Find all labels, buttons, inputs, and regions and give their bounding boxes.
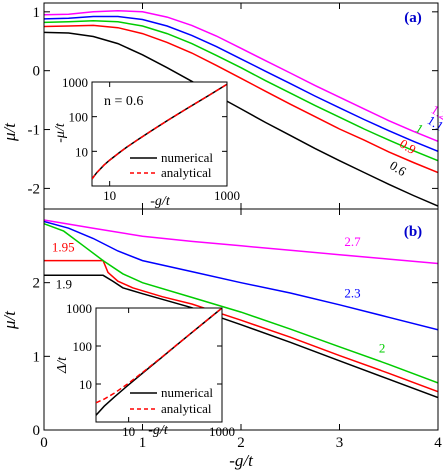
panel-a-series-0-6 xyxy=(44,31,438,207)
inset-b: 10 100 1000 10 1000 Δ/t -g/t numerical analy… xyxy=(55,301,235,439)
panel-b-series-2-3 xyxy=(44,220,438,331)
panel-b-curve-label-2-7: 2.7 xyxy=(344,234,361,249)
panel-b-y-tick-label: 0 xyxy=(33,423,41,439)
panel-a-label: (a) xyxy=(404,10,422,26)
panel-b-x-tick-label: 3 xyxy=(336,435,344,451)
panel-a-series-1-1 xyxy=(44,15,438,152)
inset-b-ticks: 10 100 1000 10 1000 xyxy=(66,301,235,439)
inset-a-legend-numerical: numerical xyxy=(161,150,213,165)
panel-a-curves xyxy=(44,9,438,207)
inset-a-legend-analytical: analytical xyxy=(161,165,212,180)
inset-b-curves xyxy=(96,308,222,416)
panel-a-y-tick-label: 1 xyxy=(33,5,41,21)
panel-b-x-tick-label: 1 xyxy=(139,435,147,451)
panel-b-label: (b) xyxy=(404,224,422,240)
panel-b-curve-labels: 1.95 1.9 2 2.3 2.7 xyxy=(52,234,386,356)
inset-a-y-tick-label: 100 xyxy=(69,110,89,125)
inset-b-x-tick-label: 1000 xyxy=(209,424,235,439)
panel-b-x-axis-label: -g/t xyxy=(229,451,254,470)
inset-a-series-analytical xyxy=(92,83,227,180)
inset-b-y-tick-label: 10 xyxy=(79,377,92,392)
panel-b-series-1-9 xyxy=(44,274,438,399)
panel-b-curve-label-1-9: 1.9 xyxy=(56,277,72,292)
panel-a-series-1 xyxy=(44,19,438,162)
panel-b-series-2-7 xyxy=(44,219,438,265)
inset-a-ticks: 10 100 1000 10 1000 xyxy=(62,75,240,203)
inset-a-x-tick-label: 10 xyxy=(103,188,116,203)
panel-a-series-0-9 xyxy=(44,24,438,174)
inset-b-series-analytical xyxy=(96,308,222,404)
panel-a-y-tick-label: -2 xyxy=(28,181,41,197)
panel-a-y-tick-label: 0 xyxy=(33,64,41,80)
inset-a-x-tick-label: 1000 xyxy=(214,188,240,203)
inset-a-y-axis-label: -μ/t xyxy=(53,122,68,143)
panel-b-frame xyxy=(43,208,439,431)
panel-b-x-tick-label: 0 xyxy=(40,435,48,451)
panel-b-curve-label-2-3: 2.3 xyxy=(344,285,360,300)
inset-a-x-axis-label: -g/t xyxy=(150,194,171,209)
inset-b-y-tick-label: 100 xyxy=(73,339,93,354)
inset-a-curves xyxy=(92,83,227,180)
inset-a: 10 100 1000 10 1000 n = 0.6 -μ/t -g/t numeri… xyxy=(53,75,240,209)
panel-b: 1.95 1.9 2 2.3 2.7 0 1 2 0 1 2 3 4 (b) μ/t -g/t xyxy=(0,208,442,470)
inset-b-y-axis-label: Δ/t xyxy=(55,356,70,374)
inset-b-y-tick-label: 1000 xyxy=(66,301,92,316)
panel-a-curve-label-0-9: 0.9 xyxy=(397,136,419,157)
panel-a: 0.60.911.11.2 -2-101 (a) μ/t xyxy=(0,2,443,210)
panel-b-series-2 xyxy=(44,222,438,384)
inset-a-frame xyxy=(91,81,228,187)
inset-a-annotation: n = 0.6 xyxy=(104,94,143,109)
panel-b-y-tick-label: 1 xyxy=(33,349,41,365)
panel-b-y-axis-label: μ/t xyxy=(0,310,19,330)
panel-b-curves xyxy=(44,219,438,399)
inset-b-x-tick-label: 10 xyxy=(122,424,135,439)
inset-b-legend-analytical: analytical xyxy=(161,401,212,416)
inset-b-legend-numerical: numerical xyxy=(161,385,213,400)
panel-b-curve-label-2: 2 xyxy=(379,341,386,356)
inset-a-legend: numerical analytical xyxy=(130,150,213,180)
inset-b-x-axis-label: -g/t xyxy=(148,423,169,438)
inset-b-legend: numerical analytical xyxy=(130,385,213,416)
panel-a-y-axis-label: μ/t xyxy=(0,122,19,142)
panel-a-series-1-2 xyxy=(44,9,438,142)
panel-b-x-tick-label: 2 xyxy=(237,435,245,451)
inset-a-y-tick-label: 1000 xyxy=(62,75,88,90)
panel-b-curve-label-1-95: 1.95 xyxy=(52,240,75,255)
panel-b-x-tick-label: 4 xyxy=(434,435,442,451)
panel-b-ticks: 0 1 2 0 1 2 3 4 xyxy=(33,209,442,451)
panel-b-y-tick-label: 2 xyxy=(33,276,41,292)
panel-a-y-tick-label: -1 xyxy=(28,123,41,139)
inset-b-frame xyxy=(95,307,223,423)
inset-a-y-tick-label: 10 xyxy=(75,144,88,159)
